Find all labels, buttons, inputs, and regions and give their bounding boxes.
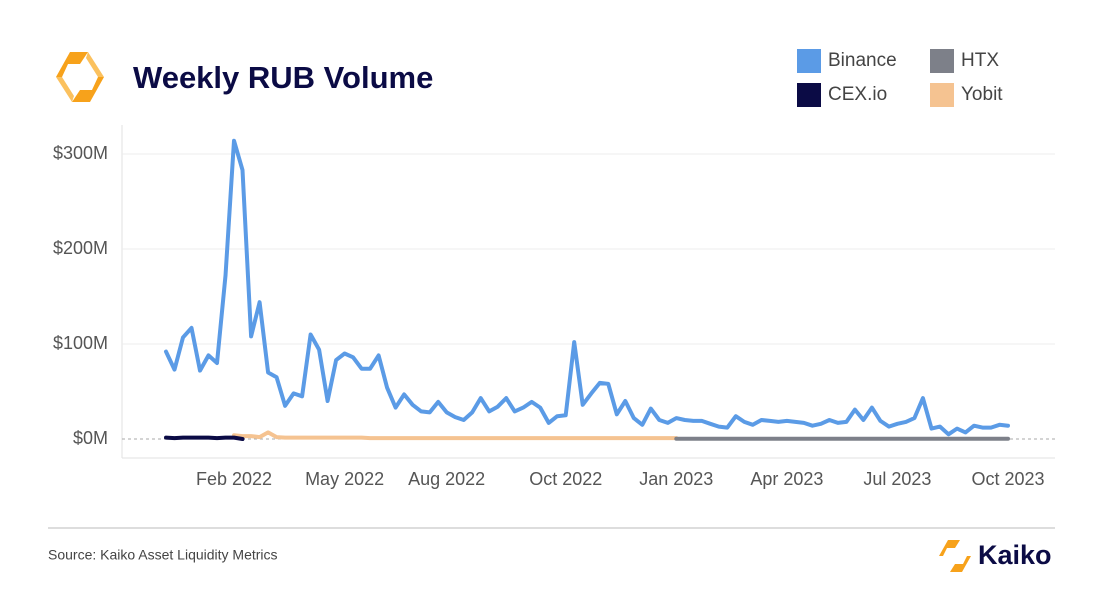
series-line xyxy=(164,138,1010,437)
y-tick-label: $0M xyxy=(73,428,108,448)
y-tick-label: $300M xyxy=(53,143,108,163)
brand: Kaiko xyxy=(978,540,1052,570)
legend-label: CEX.io xyxy=(828,84,887,105)
legend-label: Binance xyxy=(828,50,897,71)
x-tick-label: Feb 2022 xyxy=(196,469,272,489)
x-tick-label: Aug 2022 xyxy=(408,469,485,489)
x-tick-label: Oct 2023 xyxy=(971,469,1044,489)
x-tick-label: Apr 2023 xyxy=(750,469,823,489)
chart-title: Weekly RUB Volume xyxy=(133,60,433,95)
legend-label: HTX xyxy=(961,50,999,71)
y-tick-label: $200M xyxy=(53,238,108,258)
legend-swatch xyxy=(930,49,954,73)
x-tick-label: Oct 2022 xyxy=(529,469,602,489)
legend-swatch xyxy=(930,83,954,107)
x-tick-label: May 2022 xyxy=(305,469,384,489)
source: Source: Kaiko Asset Liquidity Metrics xyxy=(48,547,278,563)
legend-label: Yobit xyxy=(961,84,1003,105)
x-tick-label: Jul 2023 xyxy=(863,469,931,489)
logo-icon xyxy=(56,52,104,102)
legend-swatch xyxy=(797,49,821,73)
series-line xyxy=(164,435,245,441)
x-tick-label: Jan 2023 xyxy=(639,469,713,489)
brand-icon xyxy=(939,540,971,572)
legend-swatch xyxy=(797,83,821,107)
y-tick-label: $100M xyxy=(53,333,108,353)
series-line xyxy=(232,430,679,441)
